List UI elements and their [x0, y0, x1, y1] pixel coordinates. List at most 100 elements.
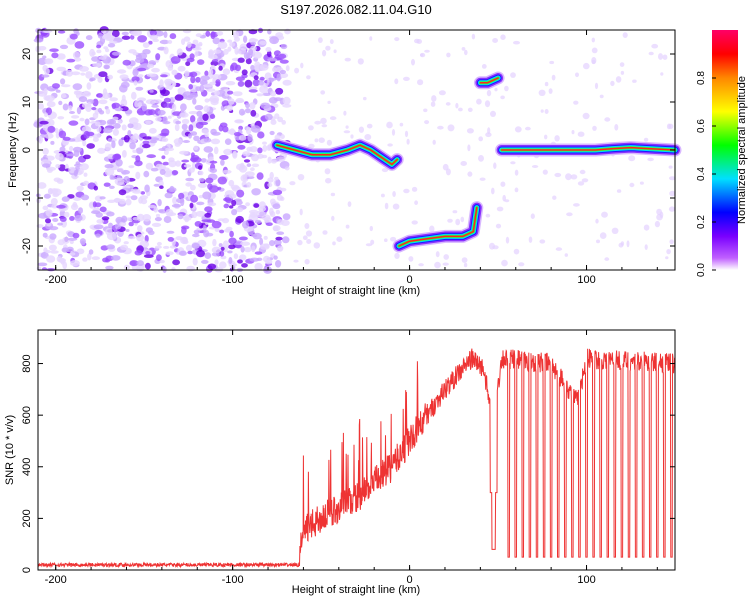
noise-blob	[37, 182, 47, 189]
noise-blob	[228, 244, 236, 250]
noise-blob	[390, 236, 397, 242]
noise-blob	[54, 127, 59, 134]
noise-blob	[50, 140, 55, 145]
noise-blob	[135, 171, 141, 180]
noise-blob	[202, 191, 212, 200]
noise-blob	[142, 140, 150, 145]
figure-title: S197.2026.082.11.04.G10	[280, 2, 432, 17]
noise-blob	[259, 76, 265, 81]
noise-blob	[62, 136, 71, 141]
noise-blob	[78, 207, 83, 214]
noise-blob	[591, 59, 596, 65]
noise-blob	[159, 132, 169, 137]
y-tick-label: 10	[21, 96, 33, 108]
noise-blob	[211, 220, 222, 229]
noise-blob	[443, 254, 450, 260]
noise-blob	[167, 115, 172, 119]
noise-blob	[130, 195, 138, 201]
noise-blob	[386, 121, 393, 129]
noise-blob	[52, 83, 60, 89]
noise-blob	[273, 239, 282, 246]
noise-blob	[121, 124, 127, 131]
noise-blob	[182, 91, 192, 98]
noise-blob	[91, 256, 101, 261]
noise-blob	[172, 196, 178, 205]
noise-blob	[326, 139, 332, 146]
noise-blob	[79, 163, 89, 171]
noise-blob	[87, 101, 92, 107]
noise-blob	[668, 206, 676, 212]
noise-blob	[269, 211, 276, 218]
noise-blob	[299, 208, 303, 216]
noise-blob	[196, 43, 203, 47]
noise-blob	[195, 121, 204, 129]
noise-blob	[198, 170, 204, 176]
noise-blob	[592, 125, 597, 131]
noise-blob	[127, 130, 132, 138]
noise-blob	[236, 163, 245, 171]
noise-blob	[38, 46, 47, 51]
noise-blob	[123, 241, 129, 245]
noise-blob	[105, 259, 110, 263]
noise-blob	[243, 247, 252, 253]
noise-blob	[274, 176, 279, 181]
noise-blob	[445, 102, 451, 106]
noise-blob	[247, 134, 253, 142]
noise-blob	[275, 87, 284, 95]
noise-blob	[201, 129, 210, 134]
x-tick-label: 0	[407, 274, 413, 286]
noise-blob	[141, 103, 147, 112]
noise-blob	[188, 167, 195, 173]
noise-blob	[163, 31, 168, 38]
spectrogram-noise	[33, 26, 676, 274]
noise-blob	[565, 173, 572, 181]
noise-blob	[297, 174, 305, 181]
noise-blob	[196, 110, 203, 117]
noise-blob	[140, 191, 146, 195]
noise-blob	[95, 233, 101, 238]
noise-blob	[237, 259, 243, 264]
snr-y-ticks: 0 200 400 600 800	[21, 354, 675, 573]
noise-blob	[325, 45, 331, 51]
noise-blob	[201, 259, 209, 264]
noise-blob	[109, 97, 118, 102]
noise-blob	[259, 237, 264, 246]
noise-blob	[229, 64, 235, 72]
y-tick-label: 200	[21, 509, 33, 527]
noise-blob	[46, 255, 56, 263]
noise-blob	[144, 184, 150, 193]
noise-blob	[471, 33, 476, 40]
noise-blob	[61, 196, 70, 202]
noise-blob	[276, 245, 284, 252]
noise-blob	[461, 47, 466, 51]
noise-blob	[68, 105, 73, 111]
noise-blob	[424, 49, 430, 53]
noise-blob	[131, 76, 140, 83]
noise-blob	[68, 120, 79, 126]
noise-blob	[239, 254, 247, 261]
noise-blob	[222, 169, 232, 174]
noise-blob	[581, 178, 589, 183]
noise-blob	[495, 223, 502, 229]
noise-blob	[153, 206, 158, 213]
y-tick-label: 0	[21, 147, 33, 153]
noise-blob	[430, 101, 436, 107]
noise-blob	[404, 130, 409, 138]
noise-blob	[145, 99, 156, 105]
noise-blob	[119, 74, 129, 80]
noise-blob	[479, 177, 486, 181]
noise-blob	[159, 79, 164, 88]
noise-blob	[660, 72, 664, 76]
noise-blob	[595, 218, 599, 224]
noise-blob	[74, 41, 85, 49]
noise-blob	[117, 167, 124, 173]
noise-blob	[218, 243, 223, 248]
noise-blob	[411, 186, 418, 192]
noise-blob	[65, 69, 73, 77]
noise-blob	[235, 119, 243, 123]
noise-blob	[513, 248, 520, 255]
noise-blob	[171, 69, 178, 76]
noise-blob	[106, 244, 115, 250]
noise-blob	[149, 29, 157, 37]
